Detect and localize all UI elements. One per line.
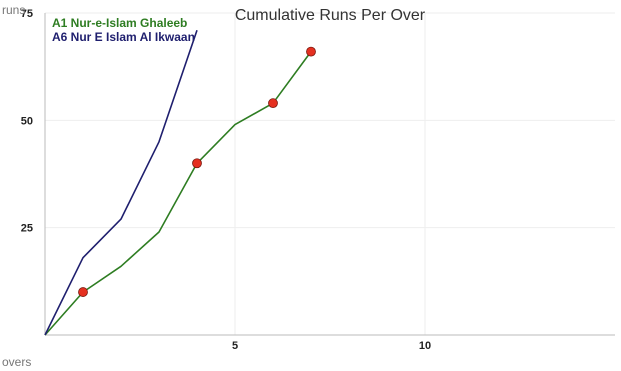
wicket-markers: [78, 46, 316, 297]
y-ticks: 25 50 75: [21, 8, 33, 235]
series-lines: [44, 29, 312, 336]
y-tick-label: 75: [21, 8, 33, 20]
grid: [45, 12, 615, 335]
x-tick-label: 10: [419, 340, 431, 352]
x-ticks: 5 10: [232, 340, 431, 352]
series-line-1: [44, 51, 312, 336]
series-line-2: [44, 29, 198, 336]
x-tick-label: 5: [232, 340, 238, 352]
legend-entry-2: A6 Nur E Islam Al Ikwaan: [52, 30, 195, 44]
y-tick-label: 50: [21, 115, 33, 127]
legend-entry-1: A1 Nur-e-Islam Ghaleeb: [52, 16, 187, 30]
chart-title: Cumulative Runs Per Over: [235, 7, 426, 24]
wicket-marker: [268, 98, 278, 109]
y-axis-label: runs: [2, 3, 25, 17]
wicket-marker: [78, 287, 88, 297]
wicket-marker: [192, 158, 202, 169]
wicket-marker: [306, 46, 316, 57]
y-tick-label: 25: [21, 223, 33, 235]
x-axis-label: overs: [2, 355, 31, 369]
